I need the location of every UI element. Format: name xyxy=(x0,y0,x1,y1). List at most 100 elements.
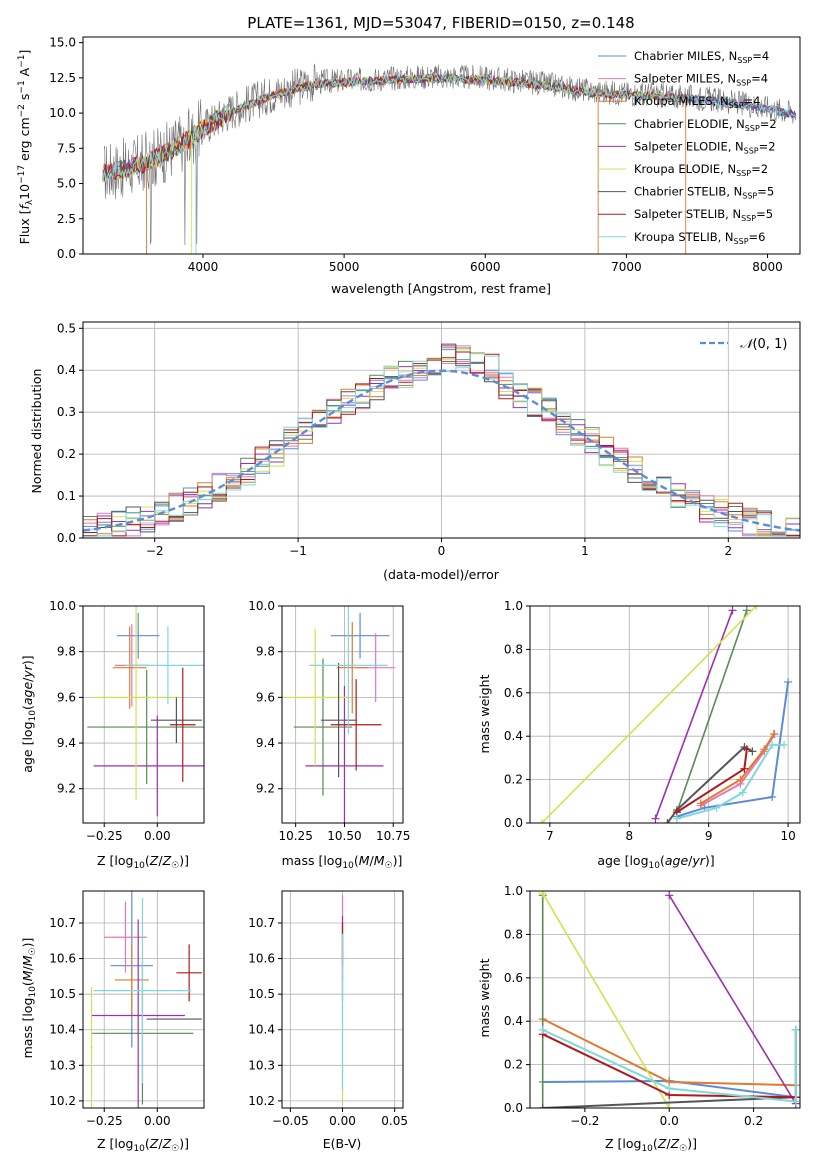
model-spectrum-line xyxy=(102,72,797,183)
errorbar-point xyxy=(293,658,353,796)
axes-frame xyxy=(529,605,801,824)
legend-label: Salpeter ELODIE, NSSP=2 xyxy=(634,139,776,155)
residual-histogram xyxy=(83,351,800,537)
y-tick-label: 9.8 xyxy=(57,645,76,659)
axes-frame xyxy=(82,36,801,255)
x-tick-label: −1 xyxy=(289,544,307,558)
marker-plus xyxy=(791,1097,800,1106)
y-tick-label: 10.2 xyxy=(49,1094,76,1108)
spectrum-legend: Chabrier MILES, NSSP=4 Salpeter MILES, NS… xyxy=(598,49,777,246)
y-tick-label: 0.2 xyxy=(504,773,523,787)
legend-label: Chabrier MILES, NSSP=4 xyxy=(634,49,769,65)
axes-frame xyxy=(82,605,205,824)
y-tick-label: 0.0 xyxy=(57,247,76,261)
weight-age-y-label: mass weight xyxy=(477,674,492,753)
y-tick-label: 0.0 xyxy=(504,816,523,830)
errorbar-point xyxy=(330,679,382,771)
y-tick-label: 0.8 xyxy=(504,927,523,941)
x-tick-label: 0.00 xyxy=(144,1114,171,1128)
y-tick-label: 10.4 xyxy=(49,1023,76,1037)
y-tick-label: 0.6 xyxy=(504,971,523,985)
errorbar-point xyxy=(91,919,185,1108)
errorbar-point xyxy=(90,987,93,1108)
y-tick-label: 10.0 xyxy=(49,106,76,120)
mass-weight-line xyxy=(676,681,790,818)
x-tick-label: 0.05 xyxy=(381,1114,408,1128)
errorbar-point xyxy=(321,663,357,778)
y-tick-label: 0.1 xyxy=(57,489,76,503)
y-tick-label: 10.3 xyxy=(248,1058,275,1072)
y-tick-label: 10.7 xyxy=(248,916,275,930)
errorbar-point xyxy=(150,697,202,744)
y-tick-label: 0.8 xyxy=(504,642,523,656)
errorbar-point xyxy=(282,628,349,766)
mass-weight-line xyxy=(668,894,797,1105)
errorbar-point xyxy=(309,606,388,734)
marker-plus xyxy=(696,799,705,808)
plot-area xyxy=(87,606,204,817)
y-tick-label: 0.0 xyxy=(504,1101,523,1115)
x-tick-label: 10.25 xyxy=(278,829,312,843)
y-tick-label: 10.6 xyxy=(248,952,275,966)
errorbar-point xyxy=(93,898,192,1084)
errorbar-point xyxy=(125,626,204,705)
x-tick-label: 10.50 xyxy=(327,829,361,843)
y-tick-label: 10.0 xyxy=(49,599,76,613)
mass-weight-line xyxy=(542,892,670,1108)
normal-curve xyxy=(83,369,800,532)
x-tick-label: 4000 xyxy=(188,260,219,274)
x-tick-label: 0.00 xyxy=(144,829,171,843)
mass-weight-line xyxy=(676,610,748,813)
y-tick-label: 9.2 xyxy=(57,782,76,796)
model-spectrum-line xyxy=(102,73,684,181)
y-tick-label: 10.0 xyxy=(248,599,275,613)
mass-weight-line xyxy=(700,733,775,805)
marker-plus xyxy=(712,803,721,812)
mass-vs-metallicity-panel: −0.25 0.00 10.2 10.3 10.4 10.5 10.6 10.7 xyxy=(49,890,205,1128)
y-tick-label: 0.4 xyxy=(504,1014,523,1028)
marker-plus xyxy=(742,745,751,754)
y-tick-label: 15.0 xyxy=(49,36,76,50)
x-tick-label: 10 xyxy=(780,829,795,843)
errorbar-point xyxy=(330,612,390,659)
marker-plus xyxy=(736,775,745,784)
y-tick-label: 9.8 xyxy=(256,645,275,659)
plot-area xyxy=(102,63,797,254)
marker-plus xyxy=(538,891,547,898)
y-tick-label: 10.7 xyxy=(49,916,76,930)
mass-weight-line xyxy=(541,606,757,823)
marker-plus xyxy=(665,1104,674,1108)
marker-plus xyxy=(663,819,672,823)
y-tick-label: 0.6 xyxy=(504,686,523,700)
x-tick-label: 7 xyxy=(546,829,554,843)
x-tick-label: 0.00 xyxy=(329,1114,356,1128)
marker-plus xyxy=(672,814,681,823)
weight-age-x-label: age [log10(age/yr)] xyxy=(597,853,714,871)
marker-plus xyxy=(748,747,757,756)
y-tick-label: 0.3 xyxy=(57,405,76,419)
legend-label: Chabrier ELODIE, NSSP=2 xyxy=(634,117,777,133)
x-tick-label: 0.2 xyxy=(744,1114,763,1128)
y-tick-label: 0.5 xyxy=(57,321,76,335)
y-tick-label: 10.6 xyxy=(49,952,76,966)
residuals-x-label: (data-model)/error xyxy=(383,567,500,582)
mass-weight-vs-metallicity-panel: −0.2 0.0 0.2 0.0 0.2 0.4 0.6 0.8 1.0 xyxy=(504,884,801,1128)
marker-plus xyxy=(752,606,761,610)
plot-area xyxy=(282,606,396,823)
errorbar-point xyxy=(93,715,204,817)
legend-label: Kroupa ELODIE, NSSP=2 xyxy=(634,162,768,178)
marker-plus xyxy=(665,891,674,900)
y-tick-label: 10.5 xyxy=(248,987,275,1001)
y-tick-label: 9.6 xyxy=(57,690,76,704)
legend-label: Kroupa STELIB, NSSP=6 xyxy=(634,230,765,246)
y-tick-label: 1.0 xyxy=(504,884,523,898)
x-tick-label: 9 xyxy=(705,829,713,843)
axes-frame xyxy=(82,890,205,1109)
marker-plus xyxy=(769,730,778,739)
marker-plus xyxy=(738,788,747,797)
errorbar-point xyxy=(93,606,179,801)
errorbar-point xyxy=(170,667,196,782)
y-tick-label: 10.3 xyxy=(49,1058,76,1072)
x-tick-label: 7000 xyxy=(611,260,642,274)
